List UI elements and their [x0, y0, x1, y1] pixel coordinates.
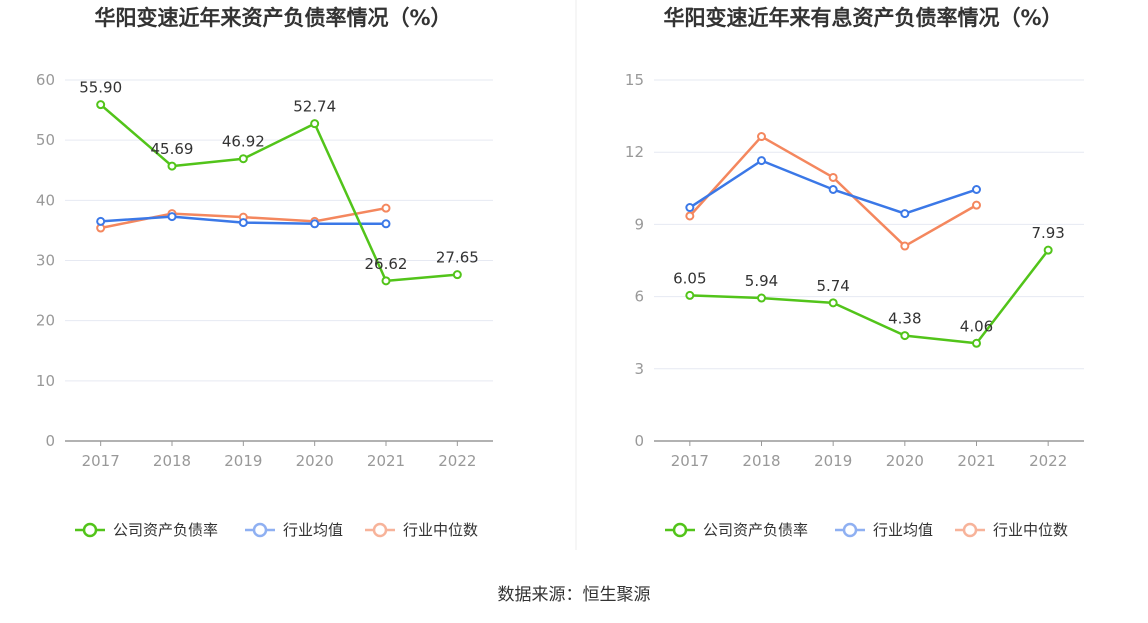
- legend-label: 行业均值: [873, 521, 933, 539]
- legend-item-3: 行业中位数: [365, 521, 478, 539]
- legend-item-1: 公司资产负债率: [665, 521, 808, 539]
- data-point: [828, 185, 838, 195]
- data-point: [972, 185, 981, 195]
- x-tick-label: 2020: [296, 452, 334, 470]
- data-point: [757, 156, 766, 166]
- data-label: 6.05: [673, 269, 706, 287]
- x-tick-label: 2018: [153, 452, 191, 470]
- data-label: 45.69: [151, 140, 194, 158]
- data-point: [828, 298, 838, 308]
- legend-item-2: 行业均值: [245, 521, 343, 539]
- data-point: [96, 100, 106, 110]
- legend-marker: [672, 522, 688, 538]
- source-label: 数据来源：恒生聚源: [498, 585, 651, 605]
- data-label: 5.74: [816, 277, 849, 295]
- y-tick-label: 10: [36, 372, 55, 390]
- legend-item-2: 行业均值: [835, 521, 933, 539]
- series-line-1: [689, 249, 1050, 345]
- x-tick-label: 2018: [742, 452, 780, 470]
- data-point: [96, 216, 106, 226]
- y-tick-label: 0: [634, 432, 644, 450]
- data-point: [167, 161, 177, 171]
- legend-label: 公司资产负债率: [113, 521, 218, 539]
- y-tick-label: 20: [36, 312, 55, 330]
- data-point: [310, 119, 320, 129]
- data-label: 55.90: [79, 79, 122, 97]
- x-tick-label: 2021: [957, 452, 995, 470]
- data-point: [828, 172, 838, 182]
- x-tick-label: 2022: [438, 452, 476, 470]
- data-point: [381, 276, 391, 286]
- legend-label: 行业中位数: [993, 521, 1068, 539]
- data-point: [452, 270, 462, 280]
- data-label: 5.94: [745, 272, 778, 290]
- data-point: [167, 212, 177, 222]
- data-point: [685, 211, 695, 221]
- chart-1: 华阳变速近年来资产负债率情况（%） 0 10 20 30 40 50 60 2017 2018 20…: [36, 6, 493, 539]
- legend-marker: [82, 522, 98, 538]
- y-tick-label: 12: [625, 143, 644, 161]
- x-tick-label: 2019: [814, 452, 852, 470]
- data-point: [900, 331, 910, 341]
- data-label: 27.65: [436, 249, 479, 267]
- data-point: [381, 219, 391, 229]
- x-tick-label: 2022: [1029, 452, 1067, 470]
- legend-label: 行业均值: [283, 521, 343, 539]
- y-tick-label: 40: [36, 191, 55, 209]
- data-point: [900, 241, 910, 251]
- legend-marker: [842, 522, 858, 538]
- data-point: [972, 200, 981, 210]
- data-point: [757, 132, 766, 142]
- x-tick-label: 2019: [224, 452, 262, 470]
- data-label: 46.92: [222, 133, 265, 151]
- y-tick-label: 15: [625, 71, 644, 89]
- data-point: [900, 209, 910, 219]
- data-point: [238, 154, 248, 164]
- data-label: 52.74: [293, 98, 336, 116]
- data-point: [757, 293, 766, 303]
- legend-item-3: 行业中位数: [955, 521, 1068, 539]
- data-label: 4.38: [888, 310, 921, 328]
- data-point: [310, 219, 320, 229]
- y-tick-label: 30: [36, 252, 55, 270]
- series-line-1: [99, 103, 458, 283]
- chart-title: 华阳变速近年来有息资产负债率情况（%）: [663, 6, 1062, 30]
- legend-label: 公司资产负债率: [703, 521, 808, 539]
- data-point: [685, 290, 695, 300]
- data-label: 7.93: [1031, 224, 1064, 242]
- chart-2: 华阳变速近年来有息资产负债率情况（%） 0 3 6 9 12 15 2017 2018 2019 2…: [625, 6, 1084, 539]
- data-point: [381, 203, 391, 213]
- data-point: [238, 218, 248, 228]
- y-tick-label: 50: [36, 131, 55, 149]
- data-label: 4.06: [960, 317, 993, 335]
- legend-marker: [962, 522, 978, 538]
- data-point: [685, 203, 695, 213]
- x-tick-label: 2020: [886, 452, 924, 470]
- y-tick-label: 60: [36, 71, 55, 89]
- legend-label: 行业中位数: [403, 521, 478, 539]
- x-tick-label: 2021: [367, 452, 405, 470]
- y-tick-label: 6: [634, 288, 644, 306]
- x-tick-label: 2017: [82, 452, 120, 470]
- legend-item-1: 公司资产负债率: [75, 521, 218, 539]
- y-tick-label: 9: [634, 215, 644, 233]
- data-point: [1043, 245, 1053, 255]
- data-label: 26.62: [365, 255, 408, 273]
- legend-marker: [252, 522, 268, 538]
- data-point: [972, 338, 981, 348]
- x-tick-label: 2017: [671, 452, 709, 470]
- y-tick-label: 0: [45, 432, 55, 450]
- chart-title: 华阳变速近年来资产负债率情况（%）: [94, 6, 451, 30]
- y-tick-label: 3: [634, 360, 644, 378]
- legend-marker: [372, 522, 388, 538]
